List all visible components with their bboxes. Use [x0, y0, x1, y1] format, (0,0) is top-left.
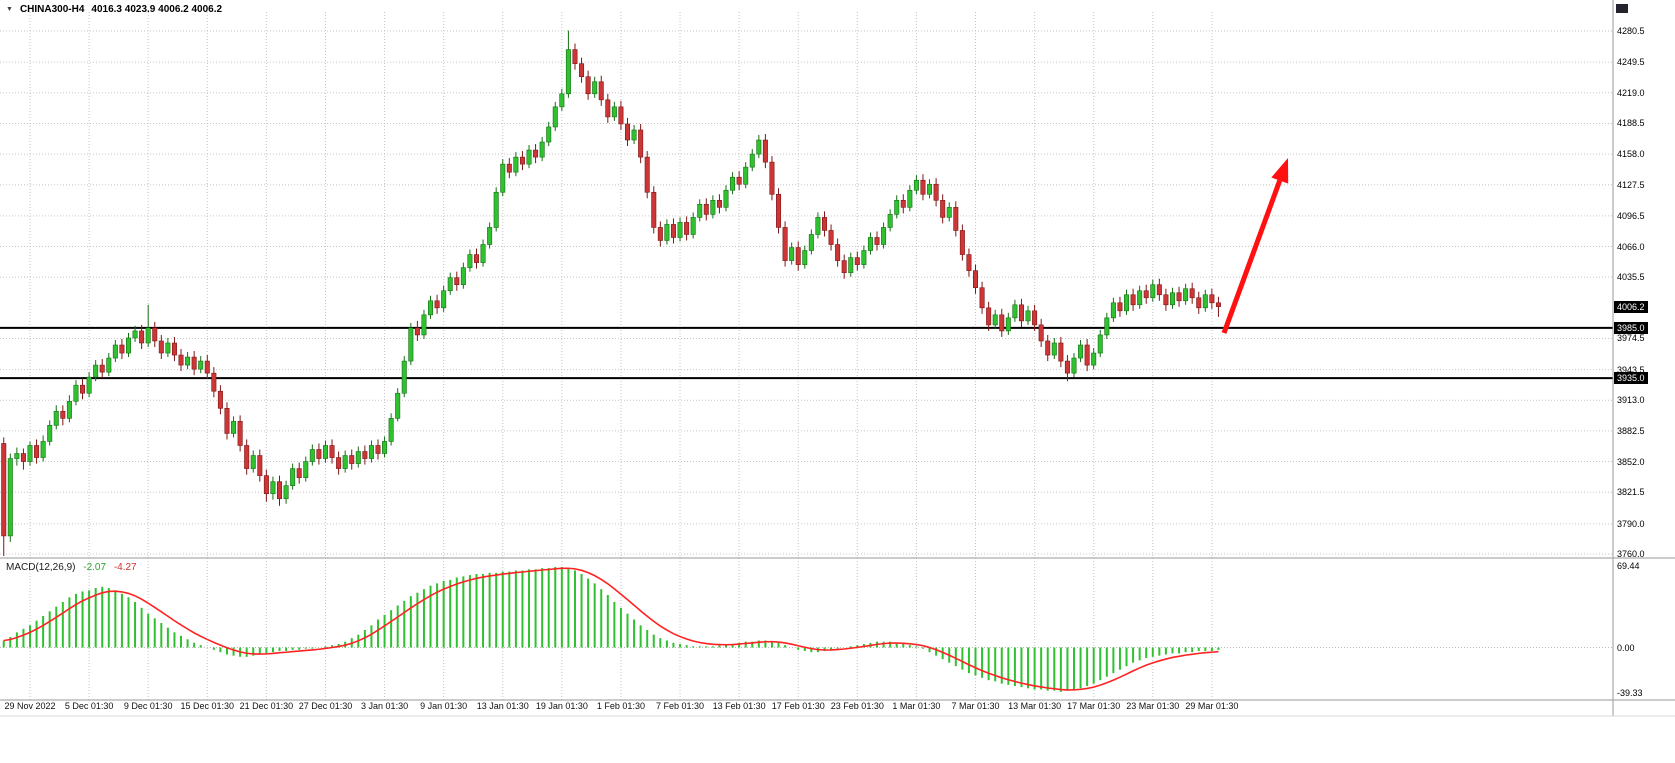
price-tick-label: 3760.0 [1617, 549, 1645, 559]
price-tick-label: 4249.5 [1617, 57, 1645, 68]
price-tick-label: 3821.5 [1617, 487, 1645, 498]
price-tick-label: 4096.5 [1617, 210, 1645, 221]
candles-layer [1, 30, 1221, 557]
time-axis-label: 1 Feb 01:30 [596, 701, 645, 711]
price-tick-label: 3974.5 [1617, 333, 1645, 344]
resistance-level-label: 3985.0 [1614, 321, 1648, 334]
time-axis-label: 1 Mar 01:30 [892, 701, 941, 711]
macd-indicator-label: MACD(12,26,9) -2.07 -4.27 [6, 562, 137, 573]
support-resistance-lines[interactable] [0, 326, 1613, 380]
time-axis-label: 5 Dec 01:30 [64, 701, 114, 711]
pane-separators [0, 0, 1675, 717]
price-tick-label: 4066.0 [1617, 241, 1645, 252]
time-axis-label: 3 Jan 01:30 [361, 701, 409, 711]
grid-layer [0, 12, 1613, 700]
price-tick-label: 4219.0 [1617, 87, 1645, 98]
price-tick-label: 4127.5 [1617, 179, 1645, 190]
price-tick-label: 3913.0 [1617, 395, 1645, 406]
price-tick-label: 4188.5 [1617, 118, 1645, 129]
macd-axis-zero-label: 0.00 [1617, 642, 1635, 653]
time-axis-label: 13 Mar 01:30 [1008, 701, 1062, 711]
macd-layer [2, 567, 1220, 692]
time-axis-label: 27 Dec 01:30 [298, 701, 353, 711]
time-axis-label: 17 Mar 01:30 [1067, 701, 1121, 711]
symbol-title: CHINA300-H4 [19, 4, 85, 15]
time-axis-label: 19 Jan 01:30 [535, 701, 588, 711]
time-axis-label: 21 Dec 01:30 [239, 701, 294, 711]
price-tick-label: 4035.5 [1617, 272, 1645, 283]
time-axis-label: 23 Feb 01:30 [830, 701, 884, 711]
macd-name: MACD(12,26,9) [6, 562, 76, 573]
macd-main-value: -2.07 [83, 562, 107, 573]
time-axis-label: 7 Feb 01:30 [656, 701, 705, 711]
chart-quote-header: ▼ CHINA300-H4 4016.3 4023.9 4006.2 4006.… [6, 4, 222, 15]
price-tick-label: 3882.5 [1617, 425, 1645, 436]
time-axis-label: 13 Jan 01:30 [476, 701, 529, 711]
time-axis[interactable]: 29 Nov 2022 5 Dec 01:30 9 Dec 01:30 15 Dec … [0, 701, 1613, 716]
time-axis-label: 15 Dec 01:30 [180, 701, 235, 711]
time-axis-label: 13 Feb 01:30 [712, 701, 766, 711]
time-axis-label: 9 Dec 01:30 [123, 701, 173, 711]
time-axis-label: 23 Mar 01:30 [1126, 701, 1180, 711]
time-axis-label: 29 Nov 2022 [4, 701, 56, 711]
time-axis-label: 29 Mar 01:30 [1185, 701, 1239, 711]
price-tick-label: 4280.5 [1617, 26, 1645, 36]
macd-axis-max-label: 69.44 [1617, 561, 1640, 572]
price-tick-label: 3790.0 [1617, 518, 1645, 529]
time-axis-label: 9 Jan 01:30 [420, 701, 468, 711]
support-level-label: 3935.0 [1614, 372, 1648, 385]
price-tick-label: 3852.0 [1617, 456, 1645, 467]
macd-axis-min-label: -39.33 [1617, 688, 1643, 699]
price-tick-label: 3943.5 [1617, 364, 1645, 375]
price-axis[interactable]: 4006.2 3985.0 3935.0 69.44 0.00 -39.33 4… [1613, 0, 1675, 720]
time-axis-label: 17 Feb 01:30 [771, 701, 825, 711]
ohlc-quote: 4016.3 4023.9 4006.2 4006.2 [91, 4, 223, 15]
chart-corner-button[interactable] [1616, 4, 1628, 13]
trend-arrow-annotation[interactable] [1221, 158, 1289, 334]
current-price-label: 4006.2 [1614, 300, 1648, 313]
macd-signal-value: -4.27 [113, 562, 137, 573]
time-axis-label: 7 Mar 01:30 [951, 701, 1000, 711]
symbol-marker-icon: ▼ [6, 5, 13, 13]
price-tick-label: 4158.0 [1617, 149, 1645, 160]
